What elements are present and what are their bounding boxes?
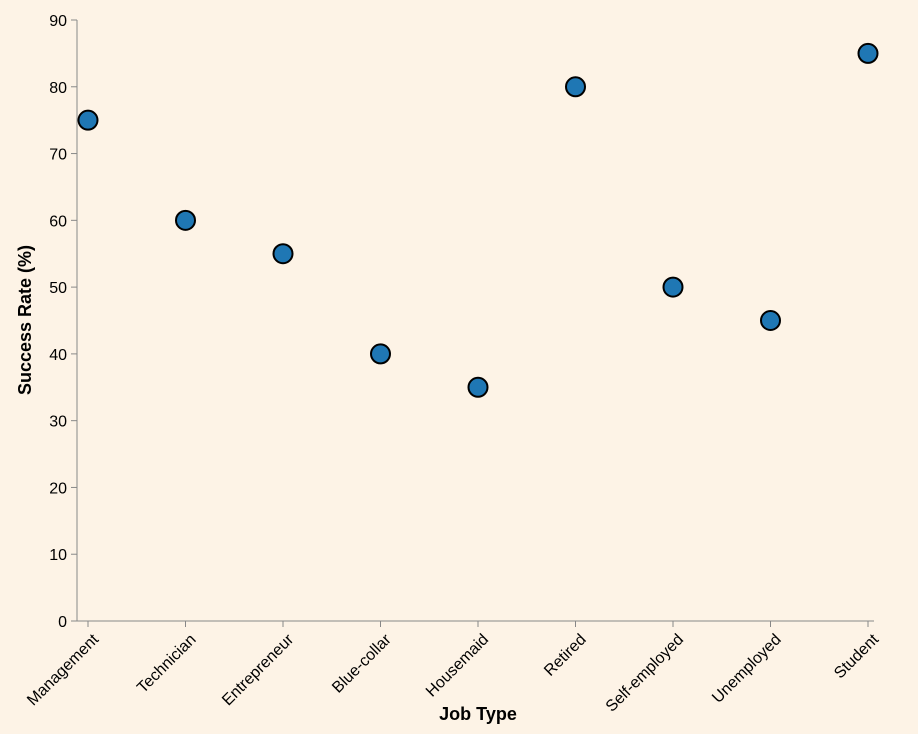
- y-tick-label: 40: [49, 347, 67, 364]
- y-tick-label: 50: [49, 280, 67, 297]
- x-tick-label: Housemaid: [423, 631, 492, 700]
- x-axis-title: Job Type: [439, 704, 517, 724]
- data-point: [565, 76, 586, 98]
- x-tick-label: Student: [831, 631, 882, 682]
- y-tick-label: 30: [49, 414, 67, 431]
- data-point: [272, 243, 294, 265]
- data-point: [370, 343, 391, 365]
- x-ticks: Management Technician Entrepreneur Blue-col…: [24, 621, 883, 716]
- y-tick-label: 10: [49, 547, 67, 564]
- y-axis-title: Success Rate (%): [15, 245, 35, 395]
- x-tick-label: Technician: [134, 631, 199, 696]
- data-point: [467, 376, 489, 398]
- y-tick-label: 90: [49, 13, 67, 30]
- y-tick-label: 60: [49, 213, 67, 230]
- y-tick-label: 80: [49, 80, 67, 97]
- x-tick-label: Self-employed: [603, 631, 687, 715]
- data-point: [77, 109, 99, 131]
- x-tick-label: Entrepreneur: [219, 631, 298, 710]
- y-ticks: 0 10 20 30 40 50 60 70 80 90: [49, 13, 77, 631]
- y-tick-label: 70: [49, 147, 67, 164]
- x-tick-label: Blue-collar: [329, 631, 395, 697]
- x-tick-label: Retired: [541, 631, 589, 679]
- x-tick-label: Management: [24, 631, 102, 709]
- data-point: [857, 42, 879, 64]
- data-point: [662, 276, 684, 298]
- data-point: [175, 209, 196, 231]
- data-points: [77, 42, 879, 398]
- x-tick-label: Unemployed: [709, 631, 785, 707]
- y-tick-label: 0: [58, 614, 67, 631]
- y-tick-label: 20: [49, 480, 67, 497]
- data-point: [760, 310, 781, 331]
